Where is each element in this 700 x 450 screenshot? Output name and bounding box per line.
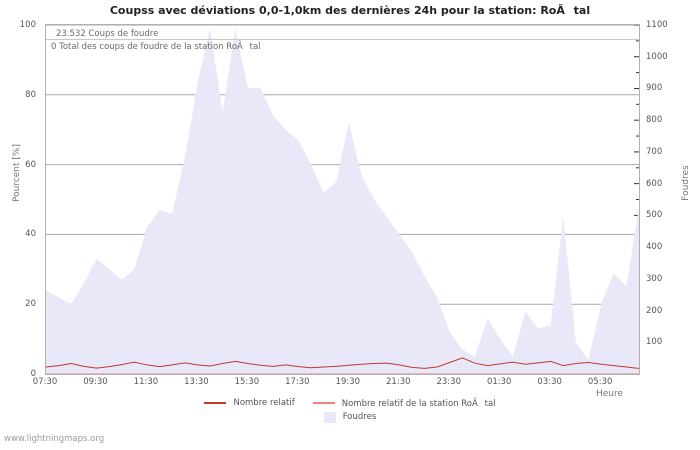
legend-label: Foudres [342, 412, 377, 422]
x-axis-label: Heure [596, 389, 624, 399]
chart-legend: Nombre relatif Nombre relatif de la stati… [0, 396, 700, 424]
page-title: Coupss avec déviations 0,0-1,0km des der… [109, 4, 591, 17]
x-tick-0730: 07:30 [32, 377, 58, 387]
y-tick-left-0: 0 [30, 369, 36, 379]
x-tick-0330: 03:30 [537, 377, 562, 387]
y-tick-right-1000: 1000 [646, 51, 668, 62]
plot-area [45, 24, 640, 375]
legend-area-swatch [323, 411, 336, 423]
legend-item-1: Nombre relatif de la station RoÃtal [312, 398, 496, 409]
annotation-total-strikes: 23.532 Coups de foudre [56, 29, 159, 39]
watermark: www.lightningmaps.org [4, 434, 105, 444]
y-tick-left-60: 60 [25, 159, 36, 170]
legend-label: Nombre relatif de la station RoÃtal [341, 398, 496, 409]
y-tick-left-80: 80 [25, 89, 36, 100]
chart-canvas [46, 25, 639, 374]
legend-row-primary: Nombre relatif Nombre relatif de la stati… [0, 396, 700, 410]
legend-item-0: Nombre relatif [204, 398, 295, 408]
legend-item-2: Foudres [323, 411, 377, 423]
y-tick-left-20: 20 [25, 299, 36, 310]
y-axis-label-right: Foudres [681, 165, 691, 201]
x-tick-1130: 11:30 [133, 377, 159, 387]
x-tick-0130: 01:30 [486, 377, 512, 387]
series-line-relatif [46, 357, 639, 369]
x-tick-0930: 09:30 [83, 377, 108, 387]
y-tick-right-600: 600 [646, 178, 663, 189]
x-tick-2330: 23:30 [436, 377, 461, 387]
x-tick-1330: 13:30 [184, 377, 209, 387]
series-area-foudres [46, 28, 639, 374]
y-tick-right-500: 500 [646, 210, 663, 221]
legend-label: Nombre relatif [233, 398, 295, 408]
x-tick-1730: 17:30 [285, 377, 310, 387]
y-tick-left-100: 100 [19, 20, 36, 30]
x-tick-0530: 05:30 [587, 377, 613, 387]
y-tick-left-40: 40 [25, 229, 36, 240]
y-tick-right-700: 700 [646, 146, 663, 157]
y-tick-right-1100: 1100 [646, 20, 668, 30]
y-tick-right-800: 800 [646, 115, 663, 126]
x-tick-1530: 15:30 [234, 377, 260, 387]
y-tick-right-400: 400 [646, 242, 663, 253]
legend-line-swatch [204, 402, 227, 404]
y-tick-right-300: 300 [646, 273, 663, 284]
x-tick-2130: 21:30 [386, 377, 411, 387]
y-axis-label-left: Pourcent [%] [12, 144, 22, 202]
annotation-station-strikes: 0 Total des coups de foudre de la statio… [51, 42, 261, 52]
legend-row-secondary: Foudres [0, 410, 700, 424]
y-tick-right-100: 100 [646, 337, 663, 348]
y-tick-right-900: 900 [646, 83, 663, 94]
x-tick-1930: 19:30 [335, 377, 361, 387]
y-tick-right-200: 200 [646, 305, 663, 316]
legend-line-swatch [312, 402, 335, 404]
annotation-separator [46, 39, 639, 40]
